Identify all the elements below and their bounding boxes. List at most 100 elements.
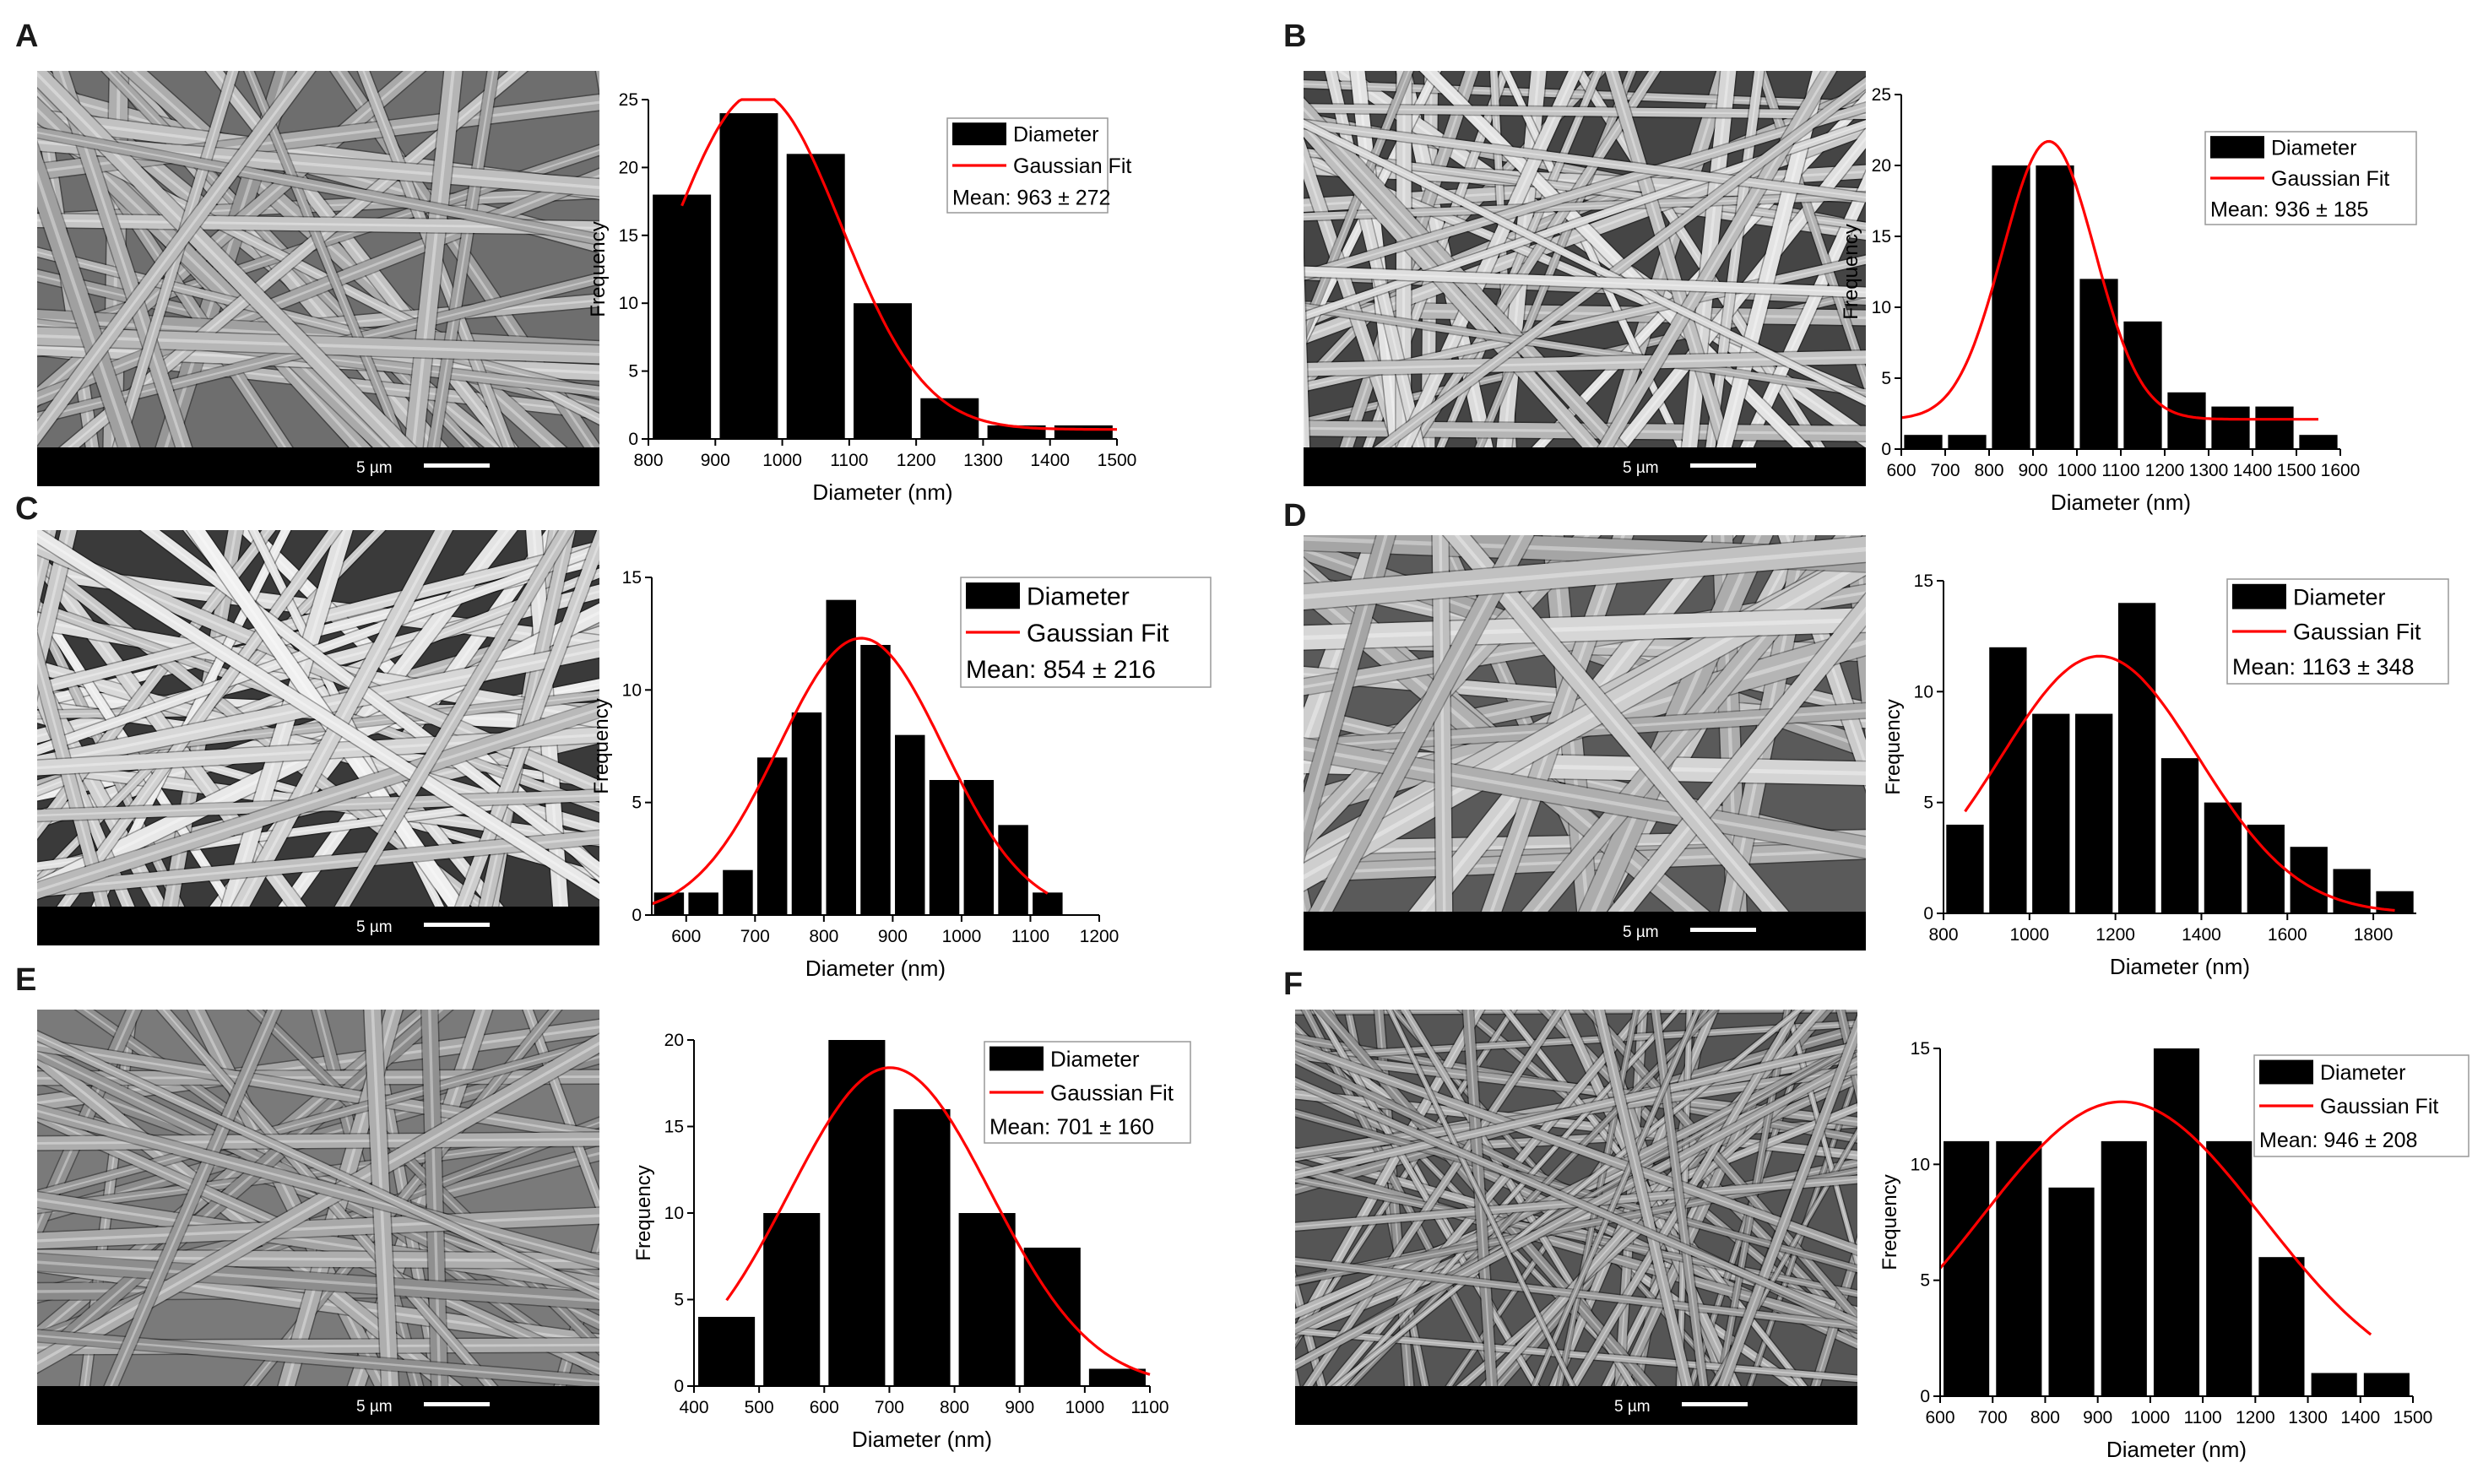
histogram-bar (698, 1317, 756, 1386)
legend-bar-label: Diameter (2320, 1061, 2405, 1085)
x-tick-label: 600 (810, 1398, 839, 1417)
x-axis-label: Diameter (nm) (812, 479, 952, 505)
sem-image-f: 5 µm (1295, 1010, 1857, 1425)
x-tick-label: 1300 (963, 451, 1003, 470)
y-tick-label: 0 (1923, 904, 1933, 923)
legend: Diameter Gaussian Fit Mean: 701 ± 160 (984, 1041, 1191, 1144)
x-tick-label: 700 (1930, 461, 1960, 480)
fiber-mat-d (1304, 535, 1866, 912)
x-tick-label: 700 (740, 927, 770, 946)
x-tick-label: 1100 (2101, 461, 2139, 480)
histogram-bar (2101, 1140, 2147, 1396)
gaussian-fit-line (1900, 139, 2318, 421)
y-tick-label: 10 (1914, 682, 1933, 701)
legend-fit-label: Gaussian Fit (2320, 1095, 2438, 1118)
y-tick-label: 10 (664, 1204, 684, 1223)
legend-mean-text: Mean: 946 ± 208 (2259, 1129, 2417, 1152)
legend-bar-swatch (2232, 583, 2286, 609)
histogram-bar (958, 1213, 1016, 1386)
y-tick-label: 15 (1911, 1039, 1930, 1059)
y-tick-label: 5 (632, 793, 642, 813)
sem-info-bar (1304, 912, 1866, 951)
histogram-bar (2032, 713, 2070, 913)
histogram-bar (895, 734, 925, 915)
y-tick-label: 5 (1923, 793, 1933, 813)
histogram-bar (2153, 1048, 2200, 1396)
scale-bar-label: 5 µm (1623, 459, 1659, 477)
x-tick-label: 900 (1005, 1398, 1034, 1417)
legend-mean-text: Mean: 963 ± 272 (952, 186, 1110, 209)
scale-bar (1690, 463, 1756, 468)
y-axis-label: Frequency (590, 698, 613, 793)
x-tick-label: 1500 (1098, 451, 1137, 470)
y-tick-label: 5 (1920, 1271, 1930, 1291)
histogram-c: 600 700 800 900 1000 1100 1200 0 5 10 15 Diameter (… (590, 568, 1212, 981)
legend-bar-label: Diameter (1050, 1046, 1140, 1071)
histogram-bar (963, 780, 995, 915)
sem-image-b: 5 µm (1304, 71, 1866, 486)
histogram-bar (2036, 165, 2074, 449)
x-axis-label: Diameter (nm) (852, 1427, 992, 1452)
histogram-bar (653, 194, 712, 439)
y-tick-label: 0 (674, 1377, 684, 1396)
fiber-mat-a (37, 71, 599, 447)
histogram-bar (854, 303, 912, 439)
histogram-bar (1948, 435, 1987, 449)
histogram-bar (1033, 892, 1063, 915)
y-tick-label: 0 (1881, 440, 1891, 459)
y-tick-label: 25 (1872, 85, 1891, 105)
histogram-bar (826, 599, 856, 915)
y-tick-label: 0 (628, 430, 638, 449)
x-tick-label: 700 (1978, 1408, 2008, 1427)
legend-fit-label: Gaussian Fit (2293, 620, 2421, 645)
sem-image-e: 5 µm (37, 1010, 599, 1425)
histogram-bar (2117, 603, 2156, 913)
sem-info-bar (37, 907, 599, 945)
x-tick-label: 1400 (2182, 925, 2221, 945)
legend: Diameter Gaussian Fit Mean: 1163 ± 348 (2226, 578, 2449, 685)
scale-bar-label: 5 µm (356, 459, 393, 477)
histogram-bar (860, 645, 891, 915)
y-tick-label: 15 (622, 568, 642, 588)
legend-fit-label: Gaussian Fit (1013, 154, 1131, 178)
y-tick-label: 5 (674, 1291, 684, 1310)
gaussian-fit-line (725, 1066, 1151, 1376)
histogram-b: 600 700 800 900 1000 1100 1200 1300 1400 1500 1600… (1840, 85, 2417, 515)
x-tick-label: 600 (1886, 461, 1916, 480)
panel-letter-f: F (1283, 967, 1304, 1002)
histogram-bar (2258, 1257, 2305, 1396)
scale-bar (424, 923, 490, 927)
legend-bar-swatch (966, 582, 1020, 609)
legend-bar-swatch (2259, 1059, 2313, 1085)
x-tick-label: 800 (809, 927, 838, 946)
x-tick-label: 1500 (2277, 461, 2317, 480)
y-tick-label: 15 (664, 1118, 684, 1137)
x-axis-label: Diameter (nm) (2110, 954, 2250, 979)
y-tick-label: 0 (1920, 1387, 1930, 1406)
histogram-bar (2160, 758, 2199, 913)
histogram-bar (1054, 425, 1113, 439)
x-axis-label: Diameter (nm) (2106, 1437, 2247, 1462)
scale-bar-label: 5 µm (1623, 923, 1659, 941)
x-tick-label: 600 (671, 927, 701, 946)
x-tick-label: 1200 (1080, 927, 1120, 946)
fiber-mat-c (37, 530, 599, 907)
legend: Diameter Gaussian Fit Mean: 936 ± 185 (2204, 131, 2417, 225)
legend-fit-label: Gaussian Fit (1027, 620, 1169, 647)
histogram-bar (1088, 1368, 1146, 1386)
x-tick-label: 1000 (942, 927, 982, 946)
histogram-bar (1904, 435, 1943, 449)
legend-bar-label: Diameter (2271, 136, 2356, 160)
y-axis-label: Frequency (632, 1165, 655, 1260)
histogram-bar (2211, 406, 2250, 449)
legend: Diameter Gaussian Fit Mean: 854 ± 216 (960, 577, 1212, 688)
x-tick-label: 800 (940, 1398, 969, 1417)
legend: Diameter Gaussian Fit Mean: 963 ± 272 (946, 117, 1131, 214)
sem-image-a: 5 µm (37, 71, 599, 486)
histogram-bar (828, 1040, 886, 1386)
legend-bar-swatch (989, 1046, 1044, 1071)
y-axis-label: Frequency (1882, 699, 1905, 794)
histogram-bar (2290, 847, 2328, 913)
legend-mean-text: Mean: 701 ± 160 (989, 1113, 1154, 1139)
gaussian-fit-line (1964, 654, 2395, 913)
